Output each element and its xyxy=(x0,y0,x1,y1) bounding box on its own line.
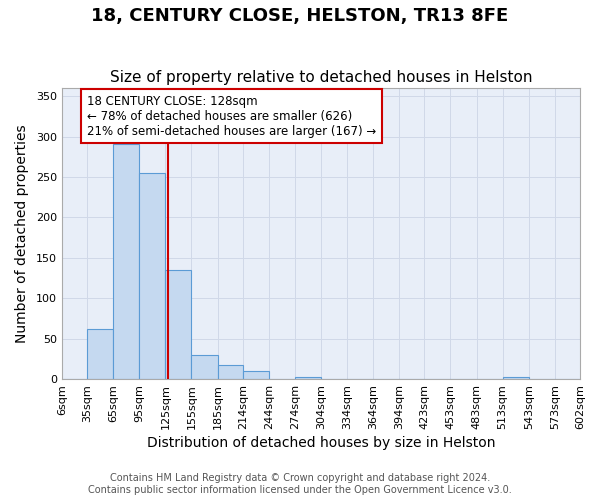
Bar xyxy=(139,173,166,379)
Title: Size of property relative to detached houses in Helston: Size of property relative to detached ho… xyxy=(110,70,532,86)
Bar xyxy=(113,144,139,379)
Bar xyxy=(166,270,191,379)
Text: Contains HM Land Registry data © Crown copyright and database right 2024.
Contai: Contains HM Land Registry data © Crown c… xyxy=(88,474,512,495)
Bar xyxy=(503,378,529,379)
Bar xyxy=(87,329,113,379)
Bar xyxy=(191,355,218,379)
Bar xyxy=(218,366,243,379)
Bar xyxy=(295,376,321,379)
X-axis label: Distribution of detached houses by size in Helston: Distribution of detached houses by size … xyxy=(147,436,495,450)
Text: 18 CENTURY CLOSE: 128sqm
← 78% of detached houses are smaller (626)
21% of semi-: 18 CENTURY CLOSE: 128sqm ← 78% of detach… xyxy=(87,94,376,138)
Text: 18, CENTURY CLOSE, HELSTON, TR13 8FE: 18, CENTURY CLOSE, HELSTON, TR13 8FE xyxy=(91,8,509,26)
Bar xyxy=(243,371,269,379)
Y-axis label: Number of detached properties: Number of detached properties xyxy=(15,124,29,343)
